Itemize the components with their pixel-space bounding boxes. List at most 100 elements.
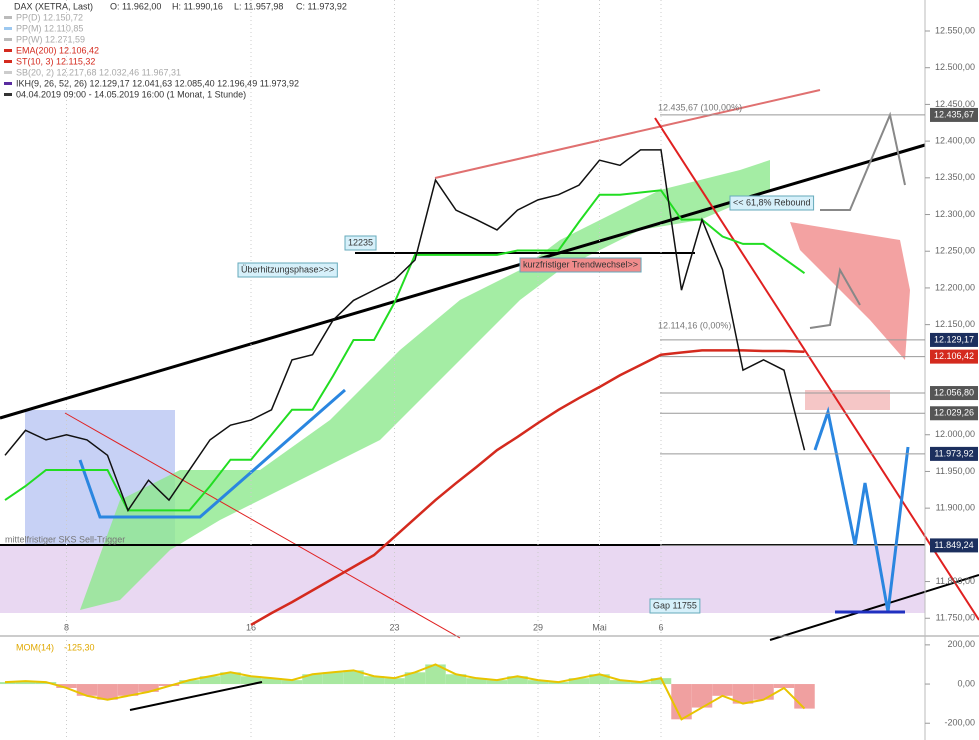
y-tick-label: 12.000,00 [935, 429, 975, 439]
momentum-bar [568, 678, 590, 685]
legend-swatch [4, 60, 12, 63]
y-tick-label: -200,00 [944, 718, 975, 728]
legend-swatch [4, 71, 12, 74]
momentum-bar [589, 674, 610, 685]
momentum-bar [527, 680, 549, 685]
zone [805, 390, 890, 410]
legend-entry: IKH(9, 26, 52, 26) 12.129,17 12.041,63 1… [16, 78, 299, 88]
y-tick-label: 11.750,00 [936, 613, 975, 623]
legend-swatch [4, 49, 12, 52]
y-tick-label: 12.500,00 [935, 62, 975, 72]
price-label: 12.029,26 [934, 408, 974, 418]
price-label-box [930, 107, 978, 122]
arrow [78, 388, 346, 519]
annotation: 12.114,16 (0,00%) [658, 320, 731, 330]
price-label-box [930, 538, 978, 553]
y-tick-label: 11.800,00 [936, 576, 975, 586]
momentum-bar [425, 664, 446, 685]
annotation: Gap 11755 [653, 600, 697, 610]
legend-swatch [4, 38, 12, 41]
y-tick-label: 200,00 [947, 639, 975, 649]
price-label: 11.973,92 [934, 448, 973, 458]
trendline [129, 681, 263, 711]
momentum-bar [732, 684, 754, 704]
y-tick-label: 12.200,00 [935, 282, 975, 292]
annotation-box [344, 235, 377, 251]
y-tick-label: 11.950,00 [936, 466, 975, 476]
momentum-bar [343, 670, 364, 685]
legend-entry: EMA(200) 12.106,42 [16, 45, 99, 55]
legend-entry: 04.04.2019 09:00 - 14.05.2019 16:00 (1 M… [16, 89, 246, 99]
momentum-bar [609, 680, 631, 685]
series-line [4, 149, 806, 512]
momentum-bar [97, 684, 118, 700]
cloud [790, 222, 910, 360]
legend-entry: ST(10, 3) 12.115,32 [16, 56, 95, 66]
momentum-value: -125,30 [64, 642, 95, 652]
y-tick-label: 12.350,00 [935, 172, 975, 182]
price-label: 12.056,80 [934, 387, 974, 397]
legend: DAX (XETRA, Last) [14, 1, 93, 11]
legend-swatch [4, 16, 12, 19]
momentum-bar [302, 674, 323, 685]
momentum-bar [76, 684, 98, 696]
momentum-bar [486, 680, 508, 685]
momentum-bar [220, 672, 241, 685]
y-tick-label: 0,00 [957, 678, 975, 688]
x-tick-label: 23 [389, 622, 399, 632]
momentum-bar [691, 684, 713, 708]
ohlc-value: O: 11.962,00 [110, 1, 161, 11]
annotation: 12.435,67 (100,00%) [658, 102, 742, 112]
momentum-bar [671, 684, 692, 720]
momentum-bar [507, 676, 528, 685]
momentum-bar [138, 684, 159, 692]
legend-entry: SB(20, 2) 12.217,68 12.032,46 11.967,31 [16, 67, 181, 77]
momentum-bar [466, 678, 487, 685]
legend-entry: PP(W) 12.271,59 [16, 34, 85, 44]
momentum-bar [322, 672, 344, 685]
momentum-bar [281, 680, 303, 685]
y-tick-label: 12.150,00 [935, 319, 975, 329]
momentum-bar [240, 676, 262, 685]
series-line [250, 349, 805, 626]
momentum-bar [712, 684, 733, 696]
ohlc-value: C: 11.973,92 [296, 1, 347, 11]
momentum-bar [56, 684, 77, 688]
ohlc-value: H: 11.990,16 [172, 1, 223, 11]
trendline [0, 143, 926, 420]
chart-title: DAX (XETRA, Last) [14, 1, 93, 11]
momentum-bar [261, 678, 282, 685]
legend-swatch [4, 27, 12, 30]
y-tick-label: 12.400,00 [935, 135, 975, 145]
momentum-bar [363, 676, 385, 685]
cloud [80, 160, 770, 610]
annotation-box [649, 598, 701, 614]
momentum-bar [0, 682, 16, 685]
x-tick-label: 16 [246, 622, 256, 632]
momentum-bar [794, 684, 815, 709]
x-tick-label: 6 [658, 622, 663, 632]
price-label: 11.849,24 [934, 540, 973, 550]
momentum-bar [384, 678, 405, 685]
legend-entry: PP(M) 12.110,85 [16, 23, 83, 33]
x-tick-label: Mai [592, 622, 607, 632]
y-tick-label: 12.250,00 [935, 246, 975, 256]
price-label: 12.106,42 [934, 351, 974, 361]
legend-swatch [4, 82, 12, 85]
annotation-box [237, 262, 338, 278]
x-tick-label: 29 [533, 622, 543, 632]
price-label-box [930, 386, 978, 401]
momentum-bar [404, 672, 426, 685]
momentum-legend: MOM(14) [16, 642, 54, 652]
momentum-bar [179, 680, 200, 685]
y-tick-label: 12.450,00 [935, 99, 975, 109]
annotation: mittelfristiger SKS Sell-Trigger [5, 534, 125, 544]
annotation: << 61,8% Rebound [733, 197, 811, 207]
price-label-box [930, 446, 978, 461]
momentum-bar [445, 674, 467, 685]
series-line [4, 189, 806, 512]
momentum-bar [15, 681, 36, 685]
legend-swatch [4, 93, 12, 96]
trendline [769, 574, 979, 641]
